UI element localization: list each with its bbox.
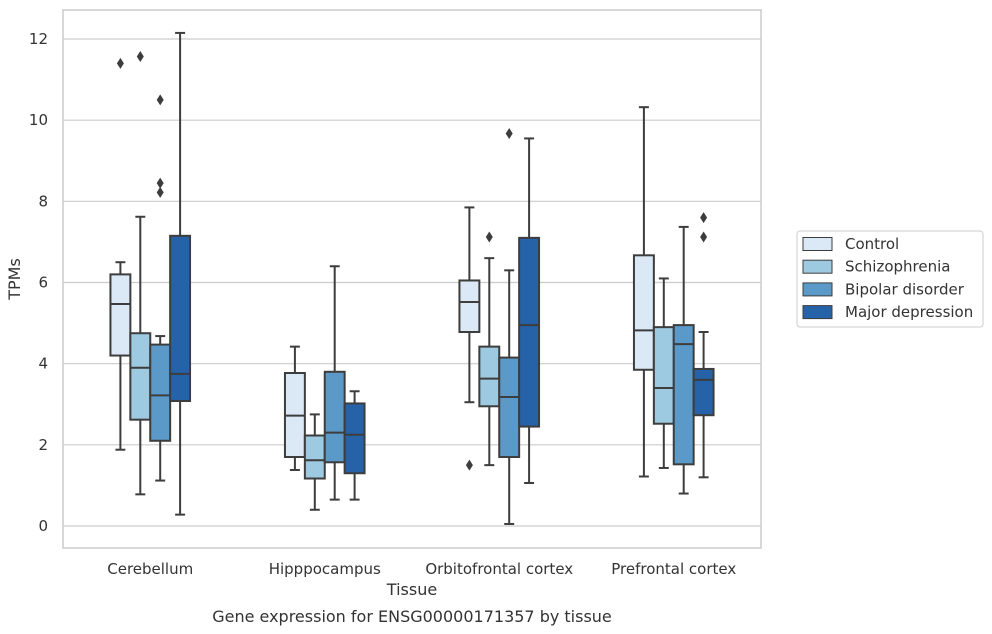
box [652, 326, 675, 425]
legend-swatch [802, 237, 833, 251]
outlier-marker [700, 212, 708, 224]
x-axis-ticks: Cerebellum Hipppocampus Orbitofrontal cort… [107, 560, 736, 578]
outlier-marker [116, 57, 124, 69]
y-tick-label: 6 [38, 274, 48, 292]
outlier-marker [156, 186, 164, 198]
x-tick-label: Orbitofrontal cortex [425, 560, 573, 578]
x-tick-label: Hipppocampus [269, 560, 381, 578]
y-axis-label: TPMs [5, 258, 24, 301]
plot-frame [62, 9, 762, 549]
box [149, 343, 172, 442]
box [129, 332, 152, 421]
box [692, 367, 715, 417]
outlier-marker [505, 128, 513, 140]
legend-label: Major depression [845, 303, 973, 321]
box [343, 402, 366, 475]
box [632, 254, 655, 371]
x-axis-label: Tissue [386, 580, 437, 599]
box [109, 273, 132, 357]
box [323, 370, 346, 464]
box [169, 234, 192, 403]
grid-lines [63, 38, 761, 527]
box [303, 434, 326, 480]
outlier-marker [156, 177, 164, 189]
legend-label: Control [845, 235, 899, 253]
box [518, 236, 541, 428]
outlier-marker [136, 50, 144, 62]
box [478, 345, 501, 408]
y-tick-label: 8 [38, 192, 48, 210]
y-tick-label: 10 [29, 111, 48, 129]
outlier-marker [700, 231, 708, 243]
legend-swatch [802, 282, 833, 297]
box [672, 324, 695, 466]
box [458, 279, 481, 334]
legend: Control Schizophrenia Bipolar disorder Majo… [796, 230, 984, 328]
outlier-marker [465, 459, 473, 471]
legend-swatch [802, 259, 833, 274]
box-plot-marks [109, 31, 715, 525]
y-tick-label: 0 [38, 517, 48, 535]
x-tick-label: Cerebellum [107, 560, 193, 578]
chart-caption: Gene expression for ENSG00000171357 by t… [212, 607, 612, 626]
x-tick-label: Prefrontal cortex [611, 560, 736, 578]
outlier-marker [485, 231, 493, 243]
y-axis-ticks: 0 2 4 6 8 10 12 [29, 30, 48, 535]
legend-swatch [802, 305, 833, 320]
legend-frame [796, 230, 984, 328]
y-tick-label: 12 [29, 30, 48, 48]
legend-label: Bipolar disorder [845, 280, 965, 298]
legend-label: Schizophrenia [845, 258, 950, 276]
box [498, 356, 521, 459]
y-tick-label: 4 [38, 355, 48, 373]
outlier-marker [156, 94, 164, 106]
y-tick-label: 2 [38, 436, 48, 454]
